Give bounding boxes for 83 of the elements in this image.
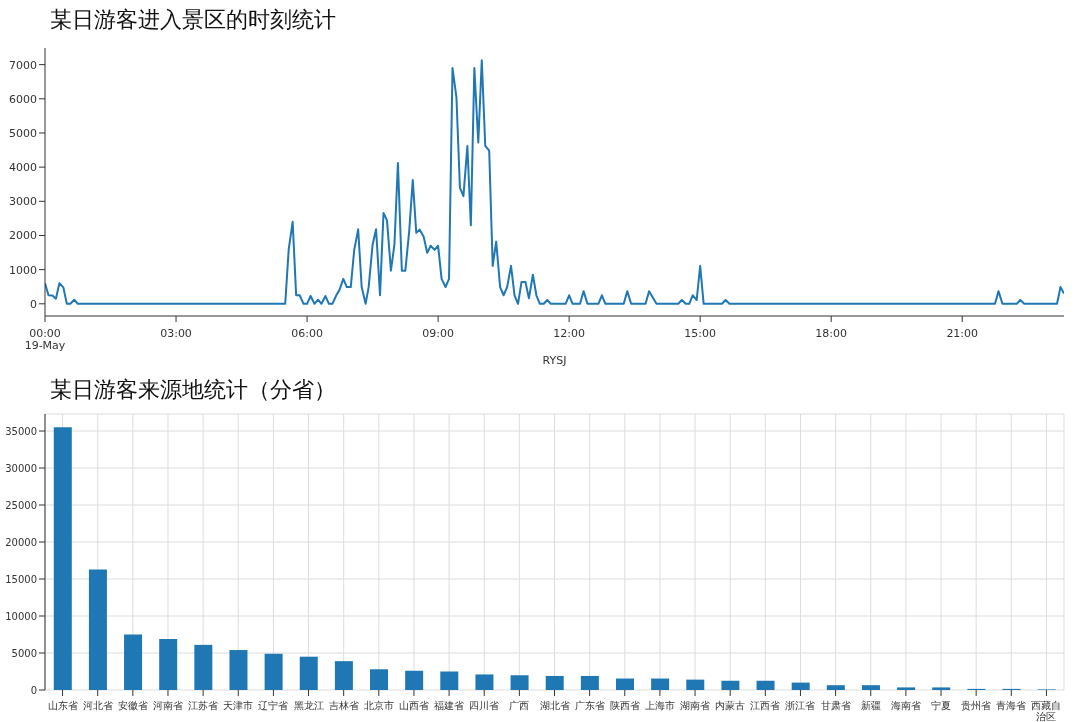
x-tick-label: 上海市 — [644, 700, 675, 711]
y-tick-label: 20000 — [5, 536, 37, 548]
x-tick-label: 吉林省 — [328, 700, 359, 711]
x-tick-label: 06:00 — [291, 327, 323, 340]
x-tick-label: 新疆 — [860, 700, 881, 711]
bar — [159, 638, 178, 690]
bar — [826, 685, 845, 690]
bar — [475, 674, 494, 690]
line-series — [45, 59, 1064, 305]
y-tick-label: 10000 — [5, 610, 37, 622]
y-tick-label: 15000 — [5, 573, 37, 585]
chart-title: 某日游客来源地统计（分省） — [49, 376, 337, 404]
y-tick-label: 7000 — [9, 58, 37, 72]
bar — [124, 634, 143, 690]
x-tick-label: 甘肃省 — [820, 700, 851, 711]
bar — [194, 644, 213, 690]
y-tick-label: 6000 — [9, 92, 37, 106]
x-tick-label: 福建省 — [434, 700, 465, 711]
x-tick-label: 河北省 — [82, 700, 113, 711]
y-tick-label: 2000 — [9, 229, 37, 243]
bar — [651, 678, 670, 690]
y-tick-label: 5000 — [11, 647, 37, 659]
y-tick-label: 30000 — [5, 462, 37, 474]
y-tick-label: 3000 — [9, 195, 37, 209]
x-tick-label: 四川省 — [469, 700, 500, 711]
x-tick-label: 陕西省 — [609, 700, 640, 711]
x-tick-label: 湖南省 — [680, 700, 711, 711]
x-tick-label: 辽宁省 — [258, 700, 289, 711]
bar — [721, 680, 740, 690]
bar — [88, 569, 107, 690]
bar — [405, 670, 424, 690]
bar — [229, 650, 248, 690]
x-tick-label: 09:00 — [422, 327, 454, 340]
x-tick-label: 西藏自治区 — [1031, 700, 1062, 722]
x-tick-label: 15:00 — [684, 327, 717, 340]
x-tick-label: 山西省 — [398, 700, 429, 711]
x-tick-label: 湖北省 — [539, 700, 570, 711]
x-tick-label: 内蒙古 — [715, 700, 746, 711]
x-tick-label: 浙江省 — [785, 700, 816, 711]
x-tick-label: 00:00 19-May — [24, 327, 66, 352]
bar — [53, 427, 72, 690]
x-axis-title: RYSJ — [542, 354, 567, 367]
bar — [334, 661, 353, 690]
bar — [756, 680, 775, 690]
y-tick-label: 0 — [30, 684, 37, 696]
y-tick-label: 4000 — [9, 161, 37, 175]
x-tick-label: 18:00 — [815, 327, 848, 340]
x-tick-label: 宁夏 — [931, 700, 952, 711]
bar — [791, 682, 810, 690]
y-tick-label: 1000 — [9, 263, 37, 277]
bar — [510, 675, 529, 690]
y-tick-label: 25000 — [5, 499, 37, 511]
bar — [861, 685, 880, 690]
x-tick-label: 12:00 — [553, 327, 585, 340]
x-tick-label: 青海省 — [996, 700, 1027, 711]
bar — [545, 675, 564, 690]
x-tick-label: 山东省 — [47, 700, 78, 711]
x-tick-label: 03:00 — [160, 327, 192, 340]
chart-title: 某日游客进入景区的时刻统计 — [49, 6, 337, 34]
x-tick-label: 黑龙江 — [293, 700, 324, 711]
x-tick-label: 广西 — [509, 700, 530, 711]
x-tick-label: 江苏省 — [188, 700, 219, 711]
x-tick-label: 北京市 — [363, 700, 394, 711]
bar — [932, 687, 951, 690]
bar — [580, 675, 599, 690]
x-tick-label: 海南省 — [890, 700, 921, 711]
x-tick-label: 天津市 — [223, 700, 254, 711]
bar — [686, 679, 705, 690]
bar — [440, 671, 459, 690]
y-tick-label: 0 — [30, 297, 37, 311]
x-tick-label: 河南省 — [152, 700, 183, 711]
bar — [897, 687, 916, 690]
x-tick-label: 江西省 — [750, 700, 781, 711]
bar — [299, 656, 318, 690]
y-tick-label: 5000 — [9, 126, 37, 140]
x-tick-label: 广东省 — [574, 700, 605, 711]
bar — [615, 678, 634, 690]
bar — [264, 653, 283, 690]
y-tick-label: 35000 — [5, 425, 37, 437]
x-tick-label: 贵州省 — [961, 700, 992, 711]
bar — [370, 669, 389, 690]
x-tick-label: 21:00 — [946, 327, 979, 340]
x-tick-label: 安徽省 — [117, 700, 148, 711]
